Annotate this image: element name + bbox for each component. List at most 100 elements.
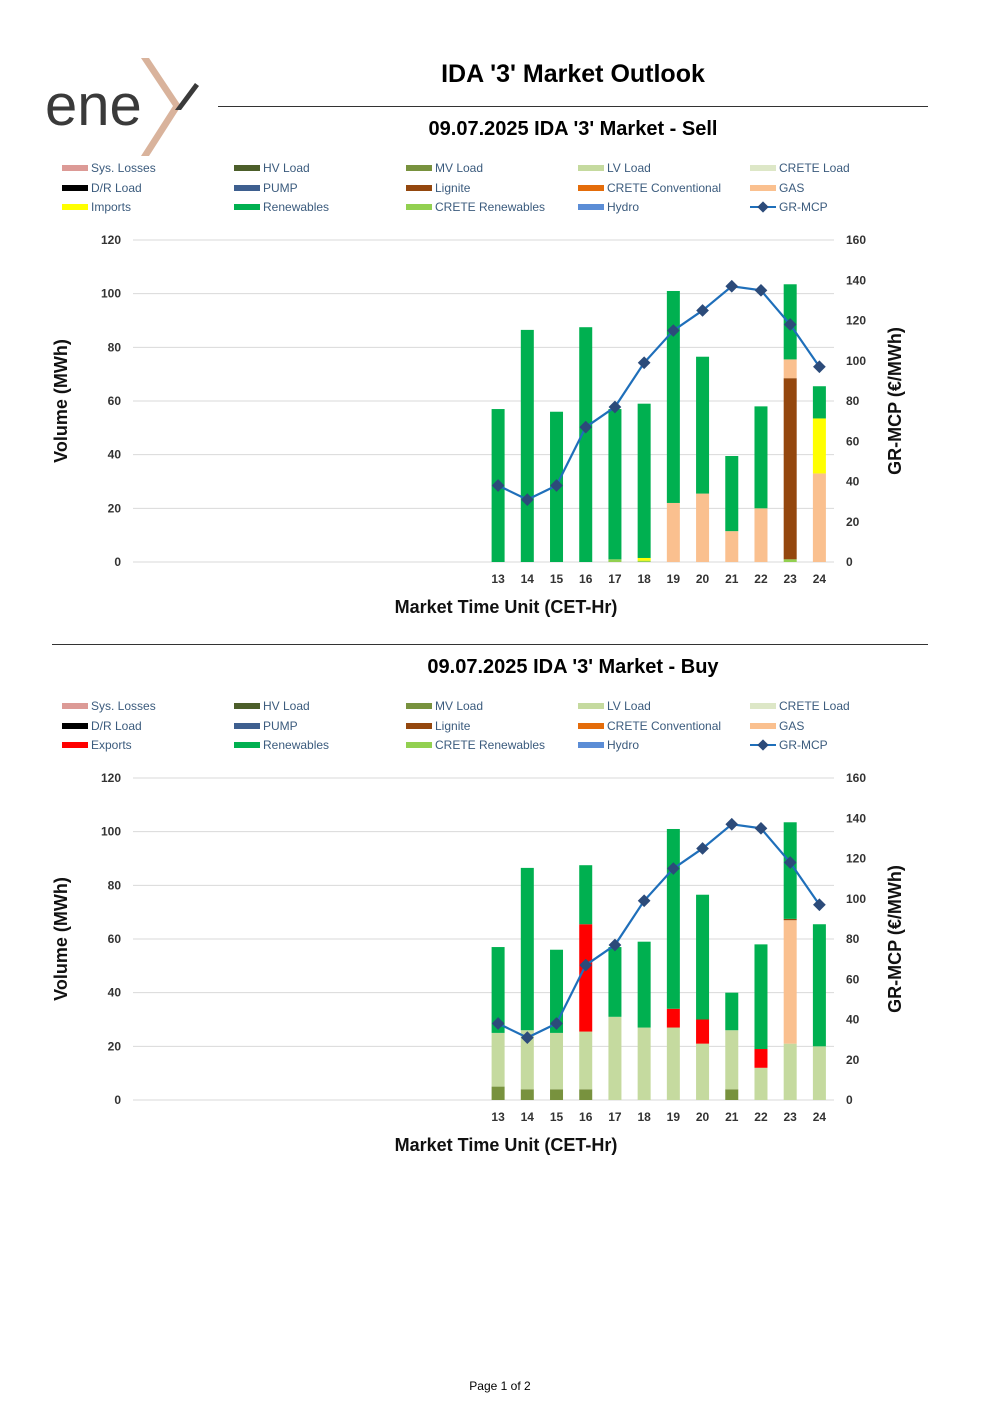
y2-tick-label: 20: [846, 515, 860, 529]
bar-segment: [550, 1089, 564, 1100]
bar-segment: [520, 329, 534, 562]
legend-swatch: [750, 722, 776, 729]
bar-segment: [725, 1030, 739, 1090]
legend-label: Sys. Losses: [91, 699, 156, 713]
x-tick-label: 18: [637, 572, 651, 586]
legend-label: GR-MCP: [779, 200, 828, 214]
x-tick-label: 22: [754, 1110, 768, 1124]
buy-chart: 09.07.2025 IDA '3' Market - Buy Sys. Los…: [0, 656, 1000, 1156]
legend-label: Imports: [91, 200, 132, 214]
legend-label: Exports: [91, 738, 132, 752]
y2-tick-label: 120: [846, 852, 866, 866]
mcp-point: [813, 360, 826, 374]
bar-segment: [783, 918, 797, 921]
legend-swatch: [406, 742, 432, 748]
y-tick-label: 60: [108, 932, 122, 946]
x-tick-label: 23: [784, 572, 798, 586]
legend-label: Lignite: [435, 180, 471, 195]
chart-legend: Sys. Losses HV Load MV Load LV Load CRETE Lo…: [62, 698, 922, 758]
x-tick-label: 15: [550, 1110, 564, 1124]
title-divider: [218, 106, 928, 107]
bar-segment: [520, 867, 534, 1031]
y2-tick-label: 80: [846, 394, 860, 408]
legend-swatch: [62, 165, 88, 171]
legend-label: PUMP: [263, 180, 298, 195]
bar-segment: [754, 944, 768, 1050]
bar-segment: [608, 947, 622, 1017]
x-tick-label: 19: [667, 1110, 681, 1124]
x-tick-label: 24: [813, 1110, 827, 1124]
x-tick-label: 20: [696, 572, 710, 586]
y-tick-label: 20: [108, 1039, 122, 1053]
bar-segment: [579, 865, 593, 925]
bar-segment: [637, 1027, 651, 1100]
page-number: Page 1 of 2: [469, 1379, 531, 1393]
bar-segment: [696, 894, 710, 1020]
legend-label: GAS: [779, 180, 805, 195]
bar-segment: [754, 508, 768, 562]
legend-label: CRETE Renewables: [435, 200, 546, 214]
bar-segment: [812, 924, 826, 1047]
bar-segment: [696, 1043, 710, 1100]
y-tick-label: 40: [108, 448, 122, 462]
legend-swatch: [406, 165, 432, 171]
bar-segment: [666, 502, 680, 562]
legend-label: LV Load: [607, 699, 651, 713]
legend-label: D/R Load: [91, 718, 142, 733]
bar-segment: [725, 456, 739, 532]
legend-label: Lignite: [435, 718, 471, 733]
x-tick-label: 14: [521, 1110, 535, 1124]
legend-label: PUMP: [263, 718, 298, 733]
legend-swatch: [578, 165, 604, 171]
mcp-point: [813, 898, 826, 912]
bar-segment: [550, 1032, 564, 1090]
bar-segment: [696, 356, 710, 494]
mcp-line: [497, 285, 821, 501]
y2-axis-title: GR-MCP (€/MWh): [885, 327, 905, 475]
legend-swatch: [234, 722, 260, 729]
x-tick-label: 15: [550, 572, 564, 586]
bar-segment: [666, 1008, 680, 1028]
bar-segment: [579, 1031, 593, 1090]
y2-tick-label: 0: [846, 555, 853, 569]
bar-segment: [666, 290, 680, 503]
legend-label: Sys. Losses: [91, 161, 156, 175]
y2-tick-label: 40: [846, 1013, 860, 1027]
bar-segment: [754, 406, 768, 509]
chart-title: 09.07.2025 IDA '3' Market - Sell: [428, 118, 718, 140]
bar-segment: [637, 560, 651, 562]
legend-label: GAS: [779, 718, 805, 733]
bar-segment: [812, 386, 826, 419]
logo-text: ene: [45, 73, 142, 138]
bar-segment: [783, 822, 797, 919]
legend-swatch: [578, 722, 604, 729]
x-tick-label: 23: [784, 1110, 798, 1124]
legend-label: MV Load: [435, 699, 484, 713]
bar-segment: [754, 1049, 768, 1068]
legend-swatch: [406, 722, 432, 729]
y-tick-label: 100: [101, 825, 121, 839]
bar-segment: [783, 559, 797, 562]
y-tick-label: 0: [114, 1093, 121, 1107]
x-tick-label: 18: [637, 1110, 651, 1124]
bar-segment: [491, 1086, 505, 1100]
legend-label: CRETE Conventional: [607, 180, 722, 195]
legend-label: Renewables: [263, 200, 330, 214]
bar-segment: [812, 473, 826, 562]
bar-segment: [579, 327, 593, 562]
plot-area: 0 20 40 60 80 100 120 0 20 40 60 80 100 120 140 160 13 14…: [51, 771, 905, 1155]
y2-tick-label: 60: [846, 434, 860, 448]
plot-area: 0 20 40 60 80 100 120 0 20 40 60 80 100 120 140 160 13 14…: [51, 233, 905, 617]
legend-diamond-marker: [757, 739, 769, 751]
y-tick-label: 120: [101, 771, 121, 785]
legend-swatch: [578, 703, 604, 709]
y2-tick-label: 160: [846, 771, 866, 785]
legend-swatch: [750, 184, 776, 191]
bar-segment: [520, 1089, 534, 1100]
y2-tick-label: 100: [846, 354, 866, 368]
legend-swatch: [750, 703, 776, 709]
legend-label: HV Load: [263, 699, 310, 713]
x-tick-label: 14: [521, 572, 535, 586]
bar-segment: [608, 409, 622, 560]
x-tick-label: 17: [608, 572, 622, 586]
